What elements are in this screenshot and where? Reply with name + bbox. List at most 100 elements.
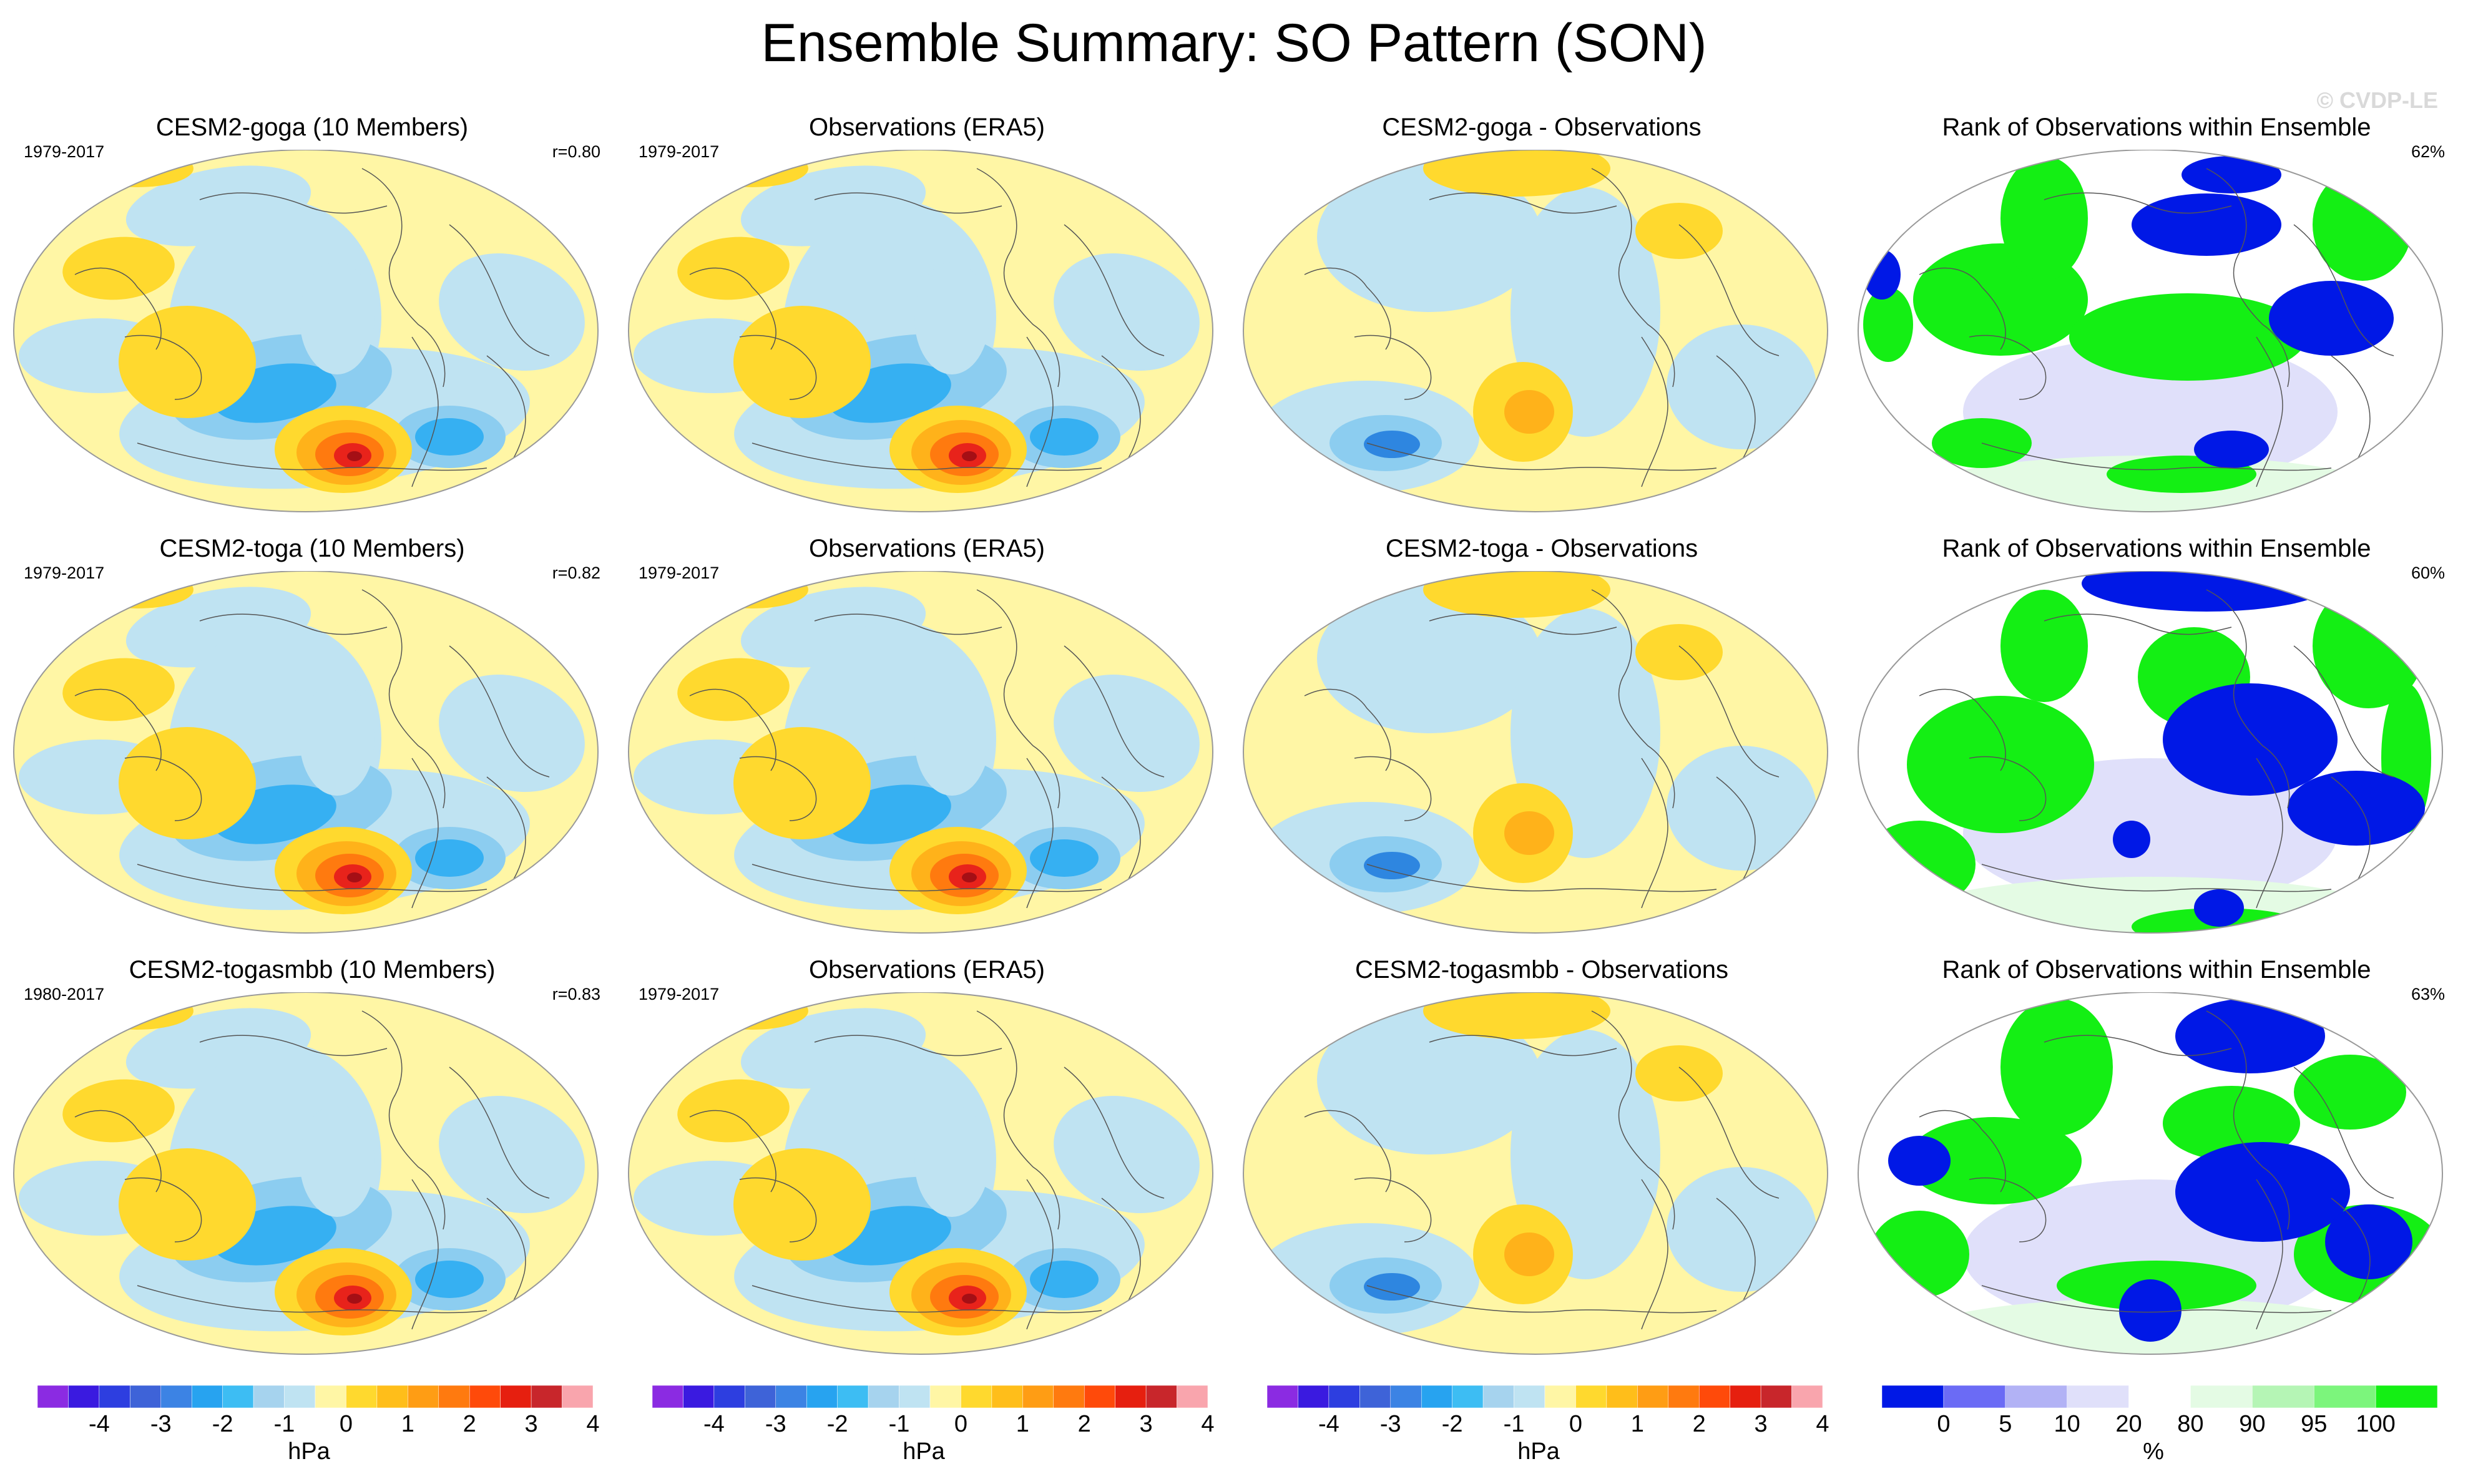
rank-region [1913,877,2387,933]
colorbar-swatch [1606,1385,1638,1408]
pressure-anomaly-region [962,1294,977,1304]
colorbar-rank: 0 5 10 20 80 90 95 100% [1881,1385,2444,1482]
rank-region [1863,821,1976,908]
pressure-anomaly-region [962,451,977,461]
colorbar-hpa: -4 -3 -2 -1 0 1 2 3 4 hPa [37,1385,600,1482]
colorbar-swatch [2005,1385,2067,1408]
colorbar-swatch [1053,1385,1085,1408]
pressure-anomaly-region [1504,811,1554,855]
colorbar-tick-label: -2 [1442,1411,1463,1437]
panel-title: Observations (ERA5) [809,956,1045,984]
map-border [1243,992,1828,1355]
coastline [124,1177,202,1242]
pressure-anomaly-region [62,658,175,721]
colorbar-tick-label: -3 [150,1411,172,1437]
coastline [1678,645,1780,778]
colorbar-swatch [2375,1385,2438,1408]
coastline [449,224,550,356]
colorbar-tick-label: 4 [586,1411,599,1437]
colorbar-swatch [2128,1385,2191,1408]
map-border [1858,571,2443,934]
colorbar-swatch [1881,1385,1944,1408]
coastline [74,267,162,350]
colorbar-swatch [1791,1385,1823,1408]
coastline [1429,192,1617,214]
rank-region [2163,1086,2300,1161]
colorbar-tick-label: -3 [1380,1411,1401,1437]
colorbar-tick-label: 2 [1078,1411,1091,1437]
panel-title: Observations (ERA5) [809,535,1045,562]
colorbar-swatch [991,1385,1023,1408]
coastline [1304,267,1391,350]
coastline [1429,1035,1617,1057]
colorbar-unit: hPa [903,1438,945,1465]
pattern-correlation: r=0.82 [552,564,600,582]
colorbar-swatch [1760,1385,1792,1408]
map-border [1243,150,1828,512]
colorbar-swatch [408,1385,439,1408]
rank-region [2113,821,2150,858]
coastline [1026,1179,1054,1330]
coastline [1366,1285,1717,1314]
colorbar-swatch [2313,1385,2376,1408]
coastline [411,1179,439,1330]
pressure-anomaly-region [1030,1261,1099,1298]
pressure-anomaly-region [347,1294,362,1304]
coastline [1064,645,1165,778]
map-panel-model: CESM2-toga (10 Members) 1979-2017 r=0.82 [12,534,612,939]
pressure-anomaly-region [415,418,484,456]
map-panel-obs: Observations (ERA5) 1979-2017 [627,955,1227,1360]
colorbar-hpa: -4 -3 -2 -1 0 1 2 3 4 hPa [1266,1385,1829,1482]
coastline [1981,864,2332,892]
colorbar-swatch [652,1385,683,1408]
coastline [74,1110,162,1193]
pressure-anomaly-region [733,1148,871,1261]
colorbar-tick-label: 0 [1937,1411,1950,1437]
pressure-anomaly-region [439,674,585,793]
colorbar-swatch [2067,1385,2129,1408]
map-panel-diff: CESM2-goga - Observations [1242,112,1841,518]
panel-title: CESM2-toga - Observations [1385,535,1698,562]
colorbar-tick-label: 5 [1999,1411,2012,1437]
coastline [1064,224,1165,356]
coastline [1026,758,1054,909]
pressure-anomaly-region [62,237,175,300]
coastline [2293,224,2394,356]
colorbar-tick-label: 2 [1693,1411,1706,1437]
coastline [2044,613,2232,635]
pressure-anomaly-region [439,253,585,371]
colorbar-swatch [315,1385,346,1408]
colorbar-swatch [1145,1385,1177,1408]
coastline [752,442,1102,471]
map-obs [628,150,1213,512]
map-border [13,992,599,1355]
colorbar-tick-label: 80 [2177,1411,2203,1437]
coastline [814,613,1002,635]
pressure-anomaly-region [914,262,989,374]
map-border [13,150,599,512]
colorbar-tick-label: 1 [1016,1411,1029,1437]
rank-region [2194,889,2244,927]
pressure-anomaly-region [962,872,977,882]
coastline [411,758,439,909]
rank-region [2000,590,2088,702]
pressure-anomaly-region [119,306,256,418]
colorbar-swatch [284,1385,316,1408]
coastline [124,334,202,400]
coastline [137,442,487,471]
colorbar-swatch [1266,1385,1298,1408]
colorbar-tick-label: -2 [827,1411,848,1437]
pressure-anomaly-region [1504,390,1554,434]
colorbar-tick-label: -1 [889,1411,910,1437]
map-panel-rank: Rank of Observations within Ensemble 63% [1857,955,2456,1360]
pressure-anomaly-region [1667,325,1816,449]
colorbar-swatch [1730,1385,1761,1408]
colorbar-swatch [1544,1385,1576,1408]
pressure-anomaly-region [733,727,871,839]
panel-title: Rank of Observations within Ensemble [1942,956,2371,984]
pressure-anomaly-region [347,872,362,882]
pressure-anomaly-region [1364,852,1420,879]
map-panel-obs: Observations (ERA5) 1979-2017 [627,112,1227,518]
colorbar-tick-label: 3 [1755,1411,1768,1437]
colorbar-tick-label: 0 [1569,1411,1582,1437]
